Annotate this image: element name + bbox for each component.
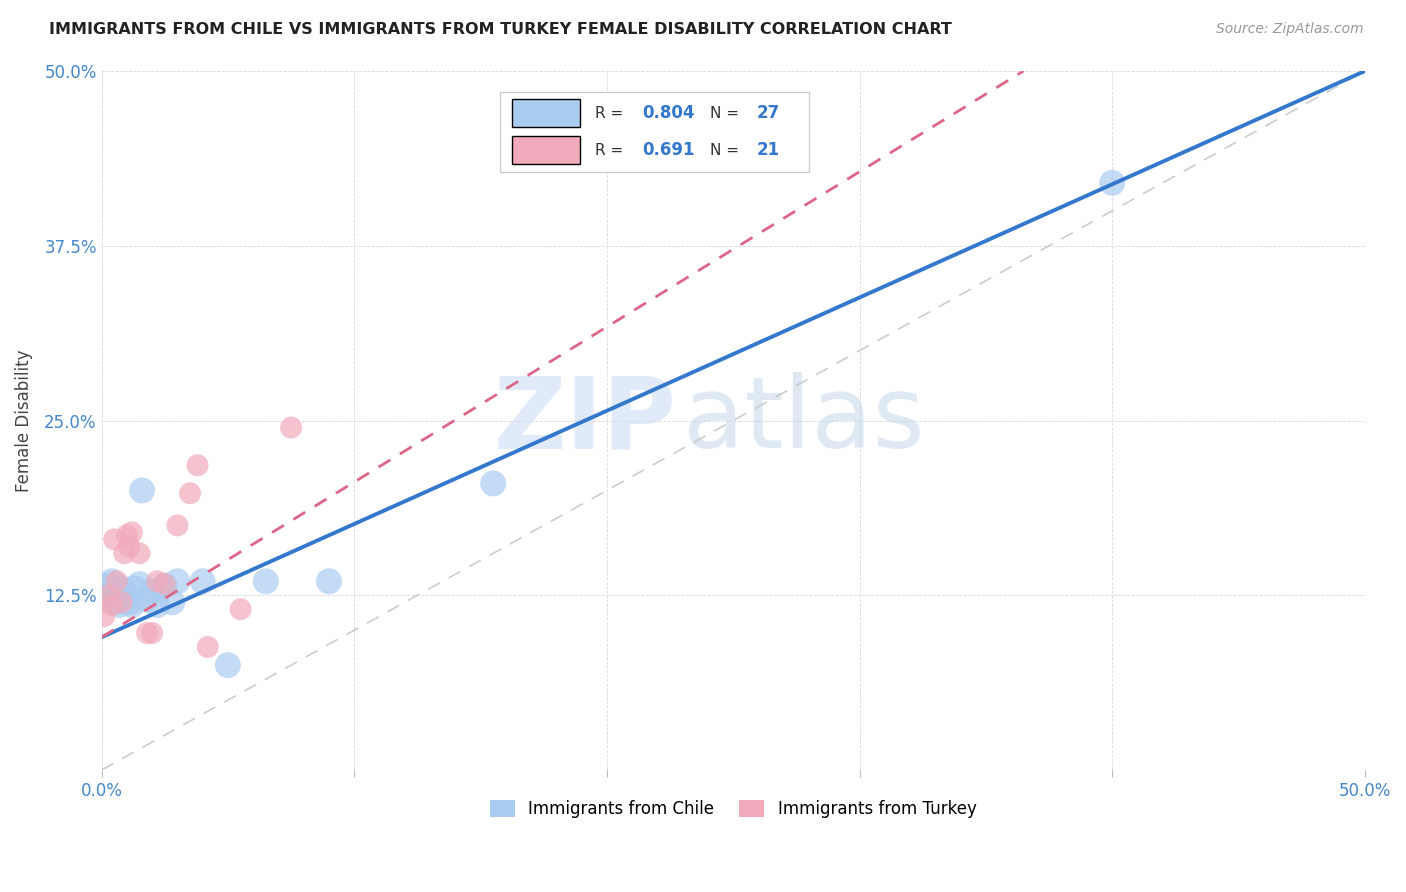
Text: atlas: atlas xyxy=(683,372,924,469)
Point xyxy=(105,595,128,609)
Point xyxy=(136,592,159,607)
Point xyxy=(124,581,146,595)
Point xyxy=(482,476,505,491)
Text: ZIP: ZIP xyxy=(494,372,676,469)
Point xyxy=(108,598,131,612)
Point xyxy=(96,578,118,592)
Legend: Immigrants from Chile, Immigrants from Turkey: Immigrants from Chile, Immigrants from T… xyxy=(484,793,983,824)
Point xyxy=(111,581,134,595)
Point xyxy=(1101,176,1123,190)
Point xyxy=(187,458,209,473)
Point xyxy=(128,577,150,591)
Point xyxy=(128,546,150,560)
Point xyxy=(98,588,121,602)
Point xyxy=(121,525,143,540)
Point xyxy=(112,592,135,607)
Point xyxy=(98,584,121,599)
Point xyxy=(118,595,141,609)
Point xyxy=(162,595,184,609)
Point xyxy=(105,574,128,589)
Point xyxy=(111,595,134,609)
Point xyxy=(197,640,219,654)
Point xyxy=(191,574,214,589)
Point xyxy=(115,528,138,542)
Point xyxy=(103,588,125,602)
Point xyxy=(166,574,188,589)
Point xyxy=(121,598,143,612)
Point xyxy=(254,574,277,589)
Point xyxy=(153,578,176,592)
Point xyxy=(103,533,125,547)
Point xyxy=(217,658,239,673)
Point xyxy=(136,626,159,640)
Point xyxy=(93,581,115,595)
Point xyxy=(100,574,122,589)
Point xyxy=(146,598,169,612)
Point xyxy=(280,420,302,434)
Y-axis label: Female Disability: Female Disability xyxy=(15,350,32,491)
Point xyxy=(100,598,122,612)
Text: IMMIGRANTS FROM CHILE VS IMMIGRANTS FROM TURKEY FEMALE DISABILITY CORRELATION CH: IMMIGRANTS FROM CHILE VS IMMIGRANTS FROM… xyxy=(49,22,952,37)
Point xyxy=(141,626,163,640)
Point xyxy=(229,602,252,616)
Point xyxy=(93,609,115,624)
Point xyxy=(118,539,141,553)
Point xyxy=(318,574,340,589)
Point xyxy=(141,584,163,599)
Point xyxy=(112,546,135,560)
Point xyxy=(153,577,176,591)
Point xyxy=(115,588,138,602)
Point xyxy=(146,574,169,589)
Point xyxy=(166,518,188,533)
Point xyxy=(131,483,153,498)
Text: Source: ZipAtlas.com: Source: ZipAtlas.com xyxy=(1216,22,1364,37)
Point xyxy=(179,486,201,500)
